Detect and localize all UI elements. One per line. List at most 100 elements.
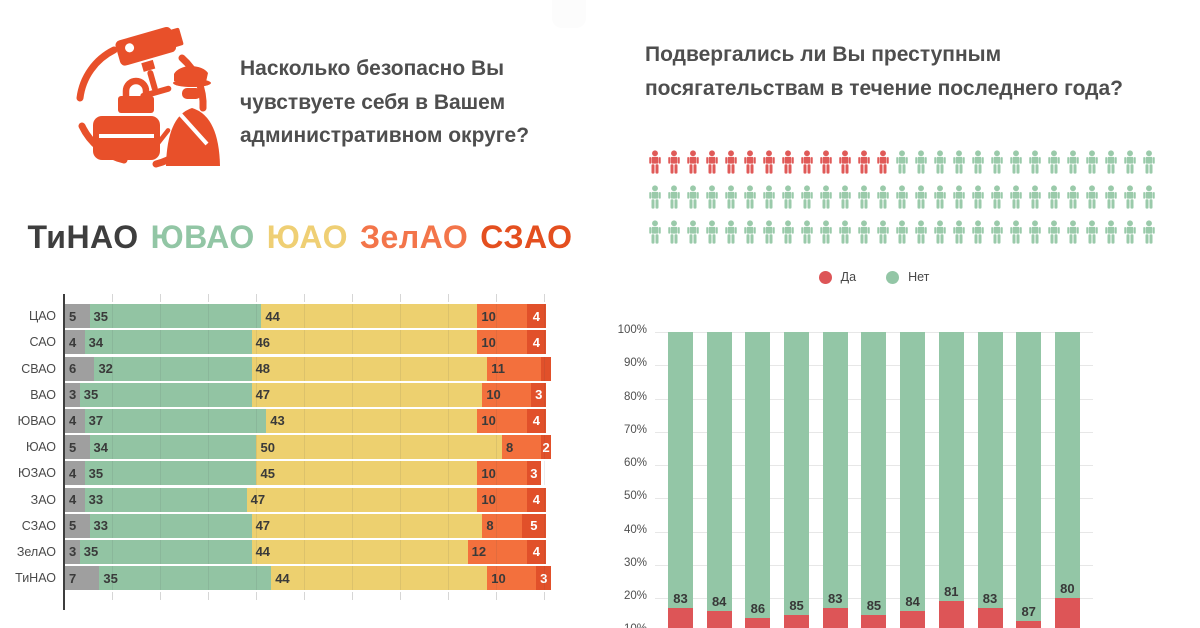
segment-value: 4 [69, 492, 77, 507]
person-icon [1009, 185, 1023, 209]
segment-value: 4 [69, 334, 77, 350]
bar-segment: 3 [65, 382, 80, 407]
person-icon [838, 220, 852, 244]
bar-track: 3 35 44 12 4 [65, 539, 556, 564]
headline-district: ЗелАО [360, 219, 469, 255]
y-axis-label: 40% [623, 523, 647, 536]
stacked-bar: 83 [668, 332, 693, 628]
segment-value: 4 [532, 544, 540, 560]
padlock-briefcase-icon [93, 77, 160, 160]
bar-segment: 3 [531, 382, 547, 407]
person-icon [1123, 150, 1137, 174]
segment-value: 46 [255, 334, 271, 350]
headline-district: СЗАО [480, 219, 573, 255]
bar-segment: 4 [65, 461, 85, 486]
bar-segment: 5 [521, 513, 547, 538]
table-row: ВАО 3 35 47 10 3 [8, 382, 556, 407]
person-icon [1028, 150, 1042, 174]
segment-value: 3 [69, 387, 77, 403]
person-icon [990, 150, 1004, 174]
bar-value-label: 81 [944, 584, 959, 600]
safety-bar-chart: ЦАО 5 35 44 10 4 САО 4 34 46 10 4 СВАО 6 32 48 11 ВАО 3 35 4… [8, 294, 556, 611]
bar-segment-net [1054, 332, 1080, 598]
person-icon [933, 185, 947, 209]
y-axis-label: 10% [599, 623, 647, 628]
table-row: СВАО 6 32 48 11 [8, 356, 556, 381]
stacked-bar: 87 [1016, 332, 1042, 628]
row-label: ЮЗАО [18, 466, 56, 481]
bar-track: 7 35 44 10 3 [65, 566, 556, 591]
person-icon [1009, 150, 1023, 174]
y-axis-label: 100% [617, 324, 647, 336]
bar-track: 4 33 47 10 4 [65, 487, 556, 512]
bar-track: 4 37 43 10 4 [65, 408, 556, 433]
stacked-bar: 83 [822, 332, 848, 628]
person-icon [933, 150, 947, 174]
person-icon [762, 220, 776, 244]
bar-segment: 3 [65, 539, 80, 564]
segment-value: 7 [69, 570, 77, 586]
bar-segment: 5 [65, 513, 90, 538]
person-icon [819, 150, 833, 174]
bar-segment: 7 [65, 566, 100, 591]
person-icon [933, 220, 947, 244]
stacked-bar: 86 [745, 332, 771, 628]
person-icon [990, 185, 1004, 209]
person-icon [724, 150, 738, 174]
segment-value: 35 [83, 544, 99, 560]
y-axis-label: 20% [623, 590, 647, 602]
person-icon [781, 150, 795, 174]
bar-segment: 35 [99, 566, 272, 591]
row-label: ЮАО [26, 440, 56, 455]
bar-value-label: 83 [673, 590, 688, 606]
person-icon [857, 220, 871, 244]
bar-segment: 8 [501, 435, 542, 460]
bar-track: 5 34 50 8 2 [65, 435, 556, 460]
person-icon [1047, 150, 1061, 174]
safety-chart-rows: ЦАО 5 35 44 10 4 САО 4 34 46 10 4 СВАО 6 32 48 11 ВАО 3 35 4… [8, 304, 556, 591]
person-icon [705, 220, 719, 244]
person-icon [971, 185, 985, 209]
person-icon [686, 220, 700, 244]
person-icon [1047, 220, 1061, 244]
person-icon [952, 185, 966, 209]
person-icon [1085, 220, 1099, 244]
bar-segment: 45 [256, 461, 478, 486]
person-icon [990, 220, 1004, 244]
person-icon [1028, 220, 1042, 244]
person-icon [952, 220, 966, 244]
stacked-bar: 83 [977, 332, 1003, 628]
headline-district: ТиНАО [27, 219, 139, 255]
stacked-bar: 85 [861, 332, 887, 628]
bar-segment: 4 [526, 408, 547, 433]
segment-value: 10 [491, 570, 506, 586]
person-icon [1047, 185, 1061, 209]
table-row: ЮВАО 4 37 43 10 4 [8, 408, 556, 433]
segment-value: 43 [270, 413, 285, 429]
bar-track: 4 35 45 10 3 [65, 461, 556, 486]
bar-segment: 10 [477, 487, 527, 512]
bar-segment: 32 [94, 356, 252, 381]
bars-container: 83 84 86 85 83 85 84 81 83 87 80 [655, 332, 1093, 628]
bar-segment-da [861, 614, 887, 628]
bar-segment: 47 [246, 487, 478, 512]
person-icon [971, 150, 985, 174]
bar-segment: 44 [251, 539, 468, 564]
person-icon [686, 150, 700, 174]
person-icon [914, 150, 928, 174]
bar-track: 4 34 46 10 4 [65, 330, 556, 355]
segment-value: 45 [260, 465, 275, 481]
person-icon [895, 150, 909, 174]
bar-value-label: 80 [1060, 581, 1075, 596]
person-icon [1123, 185, 1137, 209]
segment-value: 33 [88, 492, 104, 507]
segment-value: 32 [98, 361, 113, 377]
segment-value: 4 [532, 413, 540, 429]
segment-value: 5 [69, 439, 77, 455]
person-icon [1066, 150, 1080, 174]
bar-segment: 12 [467, 539, 527, 564]
row-label: САО [29, 335, 56, 350]
bar-segment-net [706, 332, 732, 612]
segment-value: 3 [540, 570, 548, 586]
bar-segment: 46 [251, 330, 478, 355]
